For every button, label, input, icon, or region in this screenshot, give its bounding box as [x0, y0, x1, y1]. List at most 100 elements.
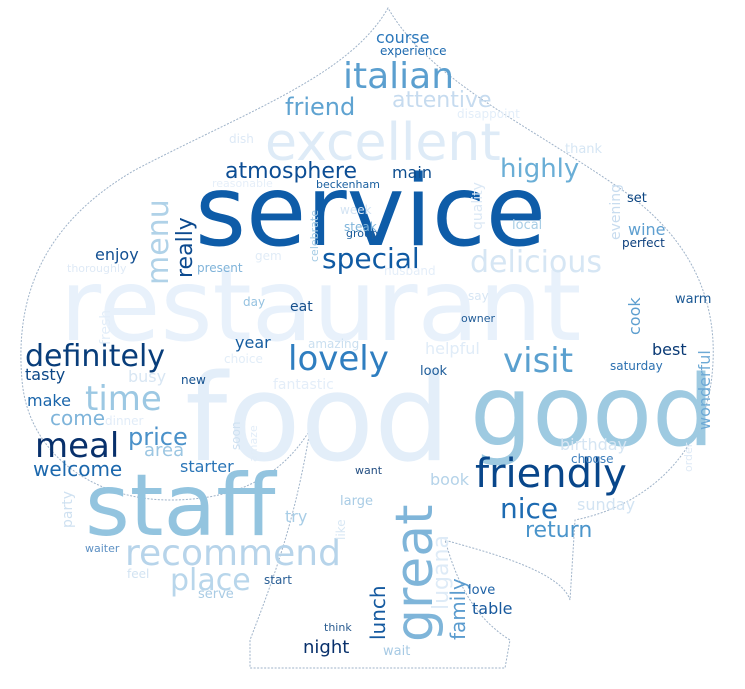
- word-main: main: [392, 163, 432, 182]
- word-birthday: birthday: [560, 435, 627, 454]
- word-order: order: [682, 442, 695, 472]
- word-amazing: amazing: [308, 337, 359, 351]
- word-start: start: [264, 573, 292, 587]
- word-fantastic: fantastic: [273, 377, 334, 393]
- word-fresh: fresh: [98, 310, 114, 345]
- word-night: night: [303, 637, 349, 658]
- word-special: special: [322, 242, 420, 275]
- word-eat: eat: [290, 299, 313, 315]
- word-wait: wait: [383, 644, 410, 659]
- word-present: present: [197, 261, 243, 275]
- word-sunday: sunday: [577, 495, 635, 514]
- word-group: group: [346, 227, 378, 240]
- word-enjoy: enjoy: [95, 245, 139, 264]
- word-soon: soon: [229, 421, 243, 450]
- word-thank: thank: [565, 142, 603, 157]
- word-serve: serve: [198, 587, 234, 602]
- word-food: food: [185, 350, 450, 489]
- word-year: year: [235, 333, 271, 352]
- word-friend: friend: [285, 93, 355, 121]
- word-quality: quality: [470, 182, 486, 230]
- word-week: week: [340, 203, 372, 217]
- word-return: return: [525, 518, 592, 543]
- word-welcome: welcome: [33, 457, 122, 481]
- word-price: price: [128, 423, 188, 451]
- word-make: make: [27, 391, 71, 410]
- word-delicious: delicious: [470, 245, 602, 280]
- word-come: come: [50, 406, 105, 430]
- word-italian: italian: [343, 56, 454, 97]
- word-want: want: [355, 464, 383, 477]
- word-celebrate: celebrate: [308, 210, 321, 262]
- spade-outline: [20, 6, 714, 669]
- word-waiter: waiter: [85, 542, 120, 555]
- word-meal: meal: [35, 426, 119, 466]
- word-think: think: [324, 621, 352, 634]
- word-highly: highly: [500, 154, 579, 184]
- word-nice: nice: [500, 492, 558, 525]
- word-restaurant: restaurant: [60, 247, 581, 364]
- word-husband: husband: [384, 264, 436, 278]
- word-warm: warm: [675, 292, 711, 307]
- word-atmosphere: atmosphere: [225, 159, 357, 184]
- word-really: really: [173, 217, 198, 278]
- word-good: good: [470, 355, 714, 469]
- word-visit: visit: [503, 341, 573, 381]
- word-day: day: [243, 295, 265, 309]
- word-friendly: friendly: [475, 451, 627, 497]
- word-cook: cook: [625, 297, 644, 335]
- word-area: area: [144, 440, 184, 461]
- word-steak: steak: [344, 220, 377, 234]
- word-say: say: [468, 289, 489, 303]
- word-best: best: [652, 340, 687, 359]
- word-owner: owner: [461, 312, 495, 325]
- word-party: party: [60, 491, 76, 528]
- word-excellent: excellent: [265, 113, 501, 173]
- word-like: like: [334, 519, 348, 540]
- word-great: great: [385, 505, 445, 643]
- word-course: course: [376, 28, 429, 47]
- word-saturday: saturday: [610, 359, 663, 373]
- word-lugana: lugana: [429, 535, 454, 610]
- word-set: set: [627, 191, 647, 206]
- word-perfect: perfect: [622, 236, 665, 250]
- word-try: try: [285, 507, 307, 526]
- word-family: family: [446, 578, 470, 640]
- word-busy: busy: [128, 367, 166, 386]
- word-lovely: lovely: [288, 339, 389, 379]
- word-starter: starter: [180, 457, 234, 476]
- word-helpful: helpful: [425, 339, 480, 358]
- word-attentive: attentive: [392, 88, 492, 113]
- word-table: table: [472, 599, 513, 618]
- word-wine: wine: [628, 220, 666, 239]
- word-experience: experience: [380, 44, 447, 58]
- word-recommend: recommend: [125, 533, 341, 574]
- word-feel: feel: [127, 567, 149, 581]
- word-thoroughly: thoroughly: [67, 262, 127, 275]
- word-tasty: tasty: [25, 365, 65, 384]
- word-lunch: lunch: [366, 585, 390, 640]
- word-book: book: [430, 470, 470, 489]
- word-time: time: [85, 379, 162, 419]
- word-reasonable: reasonable: [212, 177, 273, 190]
- word-wonderful: wonderful: [695, 350, 714, 430]
- word-amaze: amaze: [247, 425, 260, 462]
- word-place: place: [170, 563, 251, 598]
- word-look: look: [420, 364, 448, 379]
- word-definitely: definitely: [25, 339, 165, 374]
- word-choose: choose: [571, 452, 614, 466]
- word-gem: gem: [255, 249, 282, 263]
- word-staff: staff: [85, 456, 277, 556]
- word-large: large: [340, 494, 373, 509]
- word-evening: evening: [608, 184, 624, 240]
- word-new: new: [181, 373, 206, 387]
- word-choice: choice: [224, 352, 263, 366]
- word-love: love: [468, 583, 495, 598]
- word-disappoint: disappoint: [457, 107, 520, 121]
- word-dish: dish: [229, 132, 254, 146]
- word-menu: menu: [141, 199, 176, 285]
- word-service: service: [195, 155, 546, 269]
- word-local: local: [512, 218, 542, 233]
